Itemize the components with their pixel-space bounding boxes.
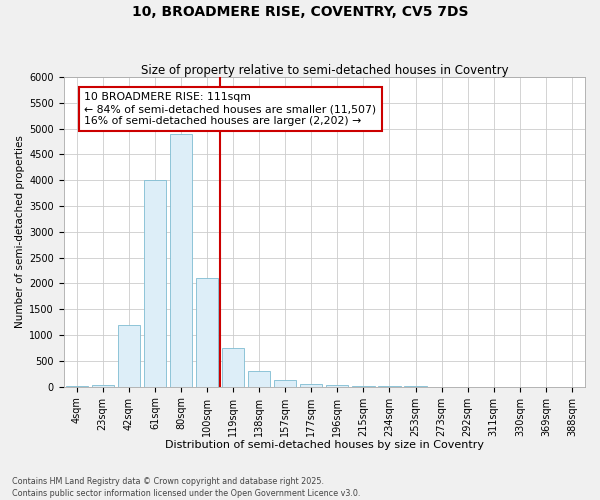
Bar [222, 348, 244, 387]
Title: Size of property relative to semi-detached houses in Coventry: Size of property relative to semi-detach… [140, 64, 508, 77]
Bar [144, 180, 166, 386]
Bar [300, 384, 322, 386]
Text: Contains HM Land Registry data © Crown copyright and database right 2025.
Contai: Contains HM Land Registry data © Crown c… [12, 476, 361, 498]
Text: 10, BROADMERE RISE, COVENTRY, CV5 7DS: 10, BROADMERE RISE, COVENTRY, CV5 7DS [132, 5, 468, 19]
X-axis label: Distribution of semi-detached houses by size in Coventry: Distribution of semi-detached houses by … [165, 440, 484, 450]
Text: 10 BROADMERE RISE: 111sqm
← 84% of semi-detached houses are smaller (11,507)
16%: 10 BROADMERE RISE: 111sqm ← 84% of semi-… [85, 92, 377, 126]
Bar [196, 278, 218, 386]
Bar [248, 370, 270, 386]
Bar [170, 134, 192, 386]
Bar [118, 325, 140, 386]
Bar [274, 380, 296, 386]
Y-axis label: Number of semi-detached properties: Number of semi-detached properties [15, 136, 25, 328]
Bar [92, 385, 114, 386]
